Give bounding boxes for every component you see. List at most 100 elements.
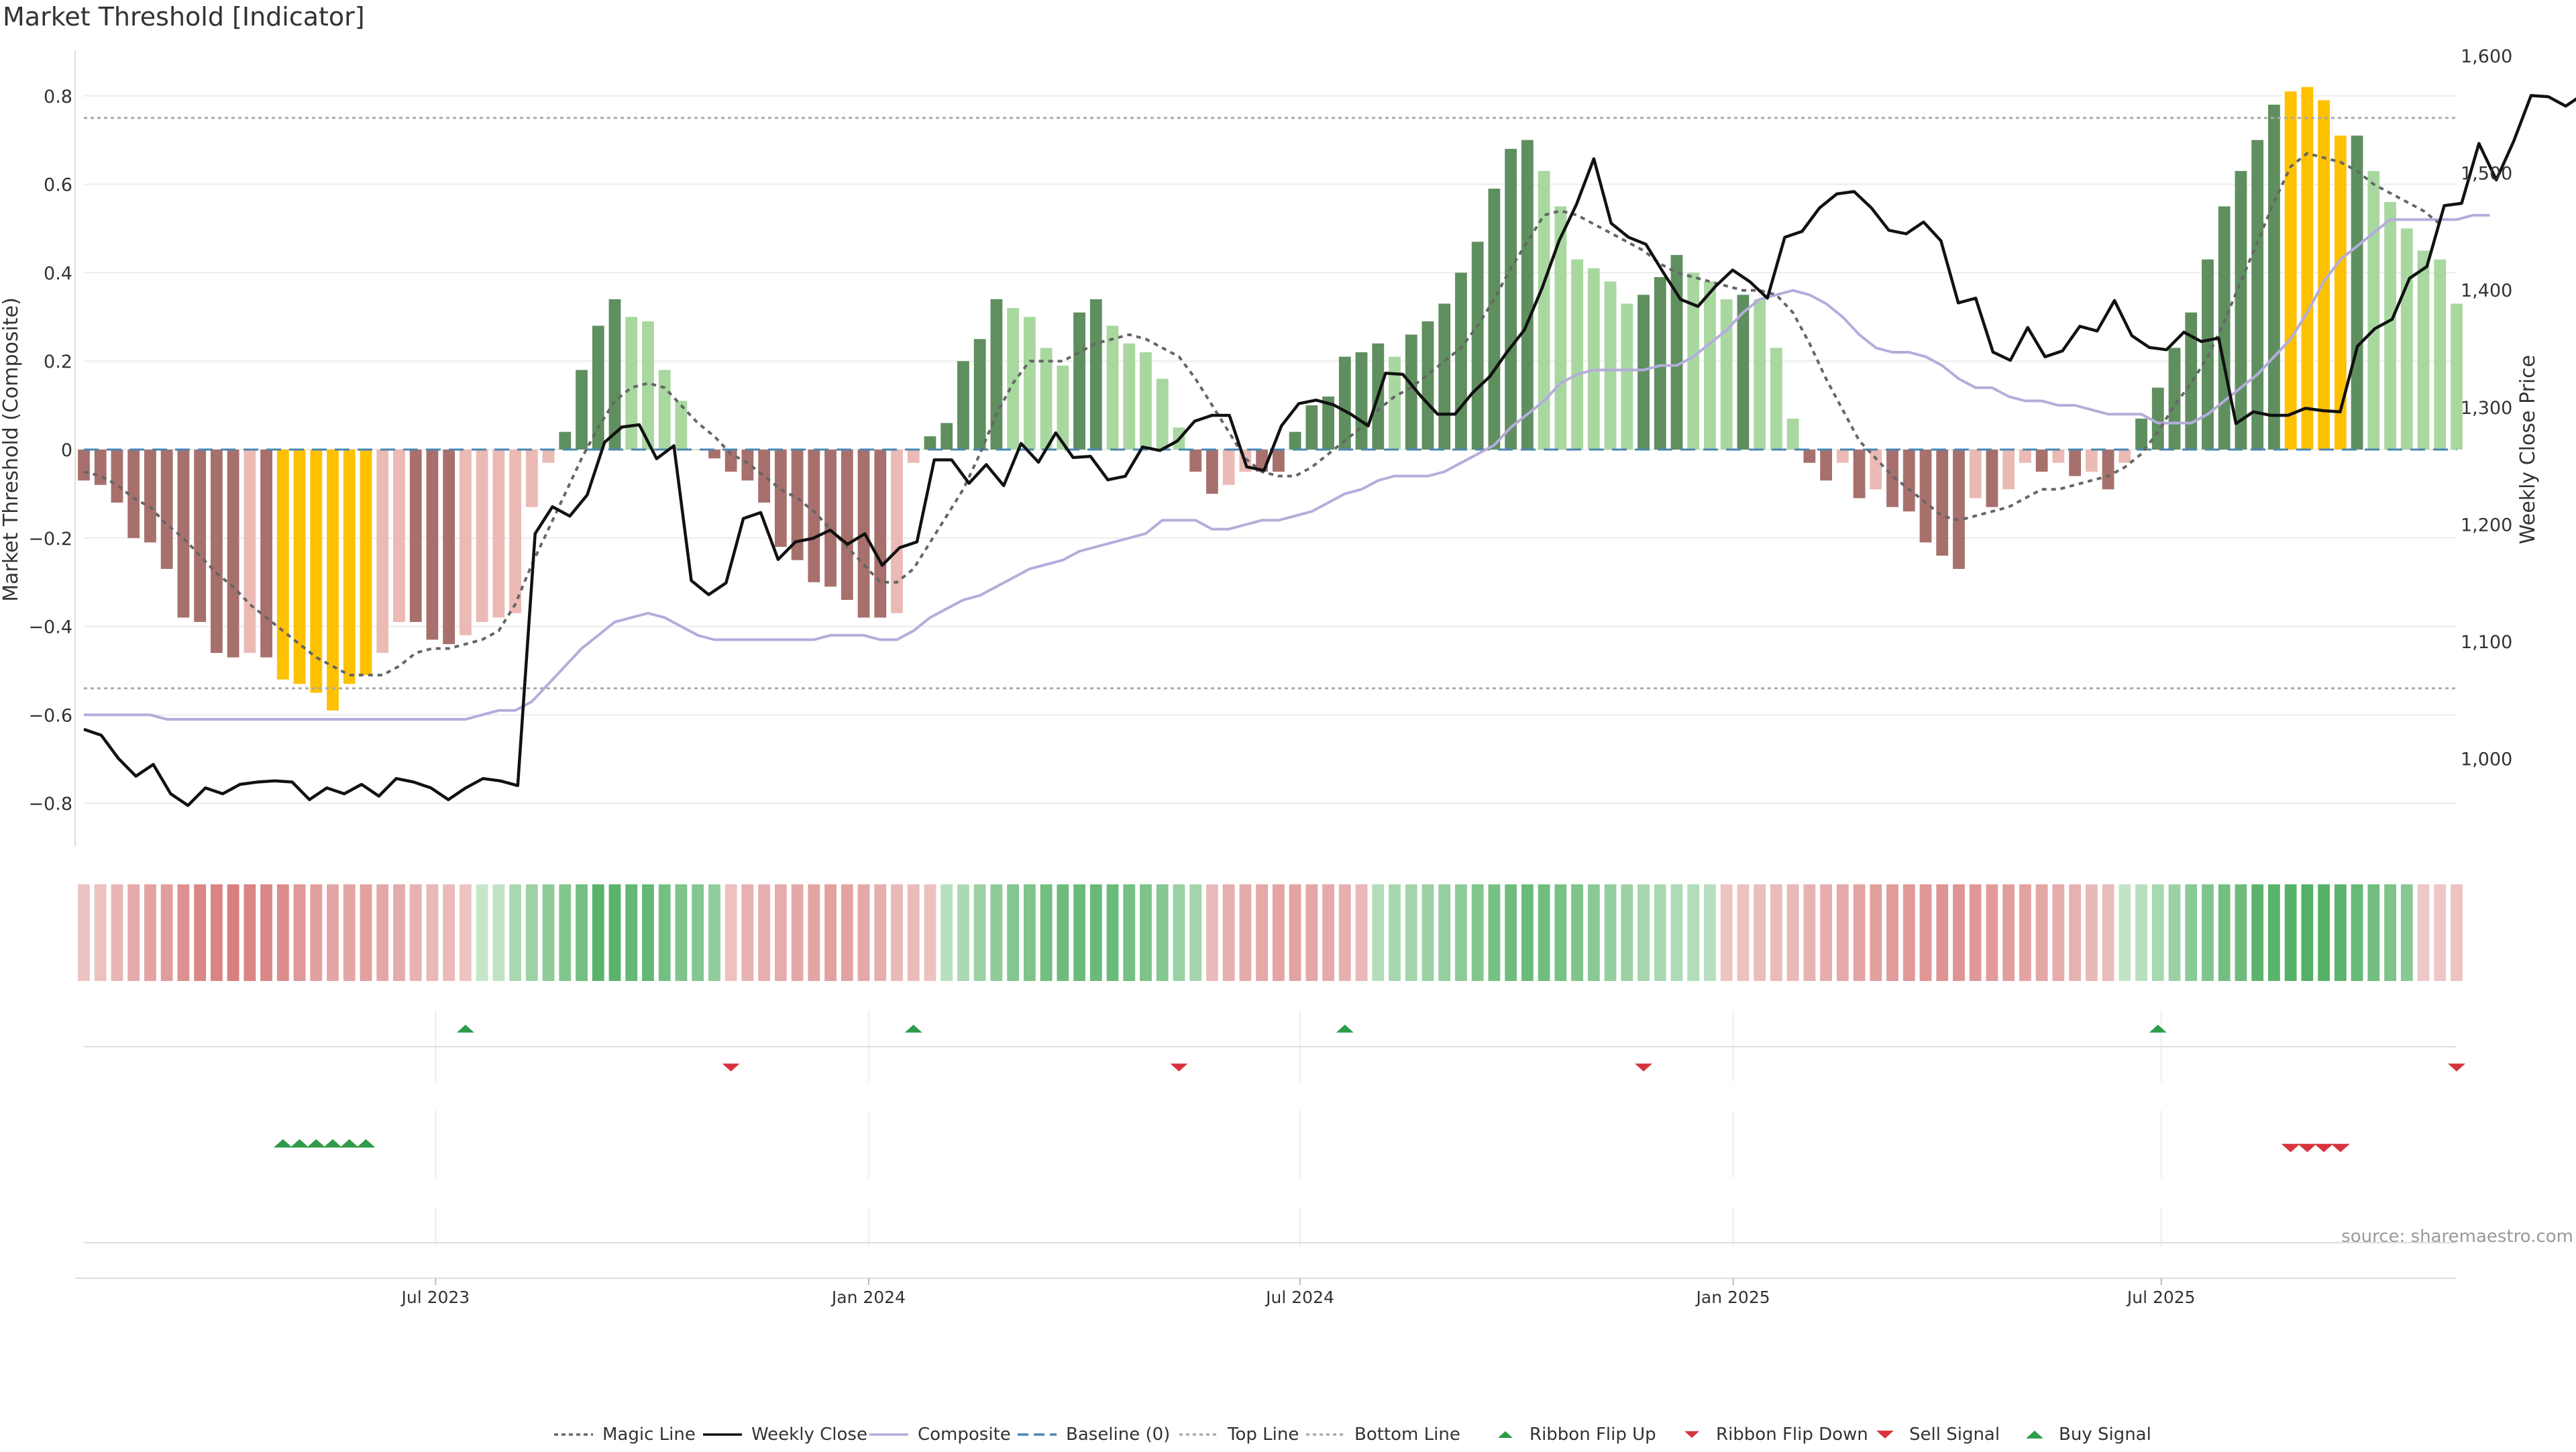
ribbon-cell <box>1953 884 1965 981</box>
ribbon-cell <box>1554 884 1567 981</box>
ribbon-cell <box>1936 884 1949 981</box>
buy-signal-marker <box>339 1139 359 1148</box>
x-tick-label: Jan 2025 <box>1695 1288 1770 1307</box>
composite-bar <box>1919 450 1932 543</box>
legend-swatch <box>1684 1431 1699 1438</box>
legend-swatch <box>1498 1431 1513 1438</box>
ribbon-flip-up-marker <box>2149 1025 2167 1033</box>
ribbon-cell <box>2334 884 2347 981</box>
ribbon-cell <box>2384 884 2396 981</box>
composite-bar <box>2284 91 2297 450</box>
ribbon-cell <box>144 884 156 981</box>
ribbon-cell <box>990 884 1003 981</box>
y-tick-left: 0 <box>61 440 72 461</box>
legend-label: Ribbon Flip Down <box>1716 1424 1868 1445</box>
ribbon-cell <box>2135 884 2147 981</box>
sell-signal-marker <box>2298 1143 2317 1153</box>
ribbon-cell <box>642 884 654 981</box>
composite-bar <box>393 450 405 623</box>
composite-bar <box>2400 228 2413 450</box>
x-tick-label: Jul 2024 <box>1265 1288 1334 1307</box>
ribbon-cell <box>791 884 804 981</box>
ribbon-cell <box>293 884 306 981</box>
composite-bar <box>1089 299 1102 450</box>
ribbon-cell <box>1638 884 1650 981</box>
ribbon-cell <box>1338 884 1351 981</box>
composite-bar <box>642 321 654 450</box>
y-tick-right: 1,600 <box>2461 46 2512 67</box>
composite-bar <box>1720 299 1733 450</box>
composite-bar <box>1969 450 1982 499</box>
ribbon-cell <box>758 884 771 981</box>
composite-bar <box>1587 268 1600 450</box>
y-tick-left: 0.8 <box>44 87 72 107</box>
composite-bar <box>1754 299 1766 450</box>
composite-bar <box>1289 431 1301 450</box>
composite-bar <box>1057 365 1069 450</box>
ribbon-cell <box>907 884 920 981</box>
sell-signal-marker <box>2314 1143 2334 1153</box>
composite-bar <box>2185 312 2198 450</box>
x-tick-label: Jul 2025 <box>2126 1288 2196 1307</box>
composite-bar <box>1007 308 1020 450</box>
composite-bar <box>1322 396 1334 450</box>
ribbon-cell <box>78 884 90 981</box>
ribbon-cell <box>2367 884 2380 981</box>
ribbon-cell <box>2019 884 2031 981</box>
ribbon-cell <box>1239 884 1252 981</box>
composite-bar <box>2351 136 2363 450</box>
ribbon-cell <box>2351 884 2363 981</box>
composite-bar <box>2384 201 2396 450</box>
composite-bar <box>443 450 455 644</box>
ribbon-cell <box>276 884 289 981</box>
y-axis-left-label: Market Threshold (Composite) <box>0 297 23 602</box>
composite-bar <box>592 325 604 450</box>
composite-bar <box>1355 352 1368 450</box>
ribbon-cell <box>127 884 140 981</box>
composite-bar <box>808 450 820 582</box>
ribbon-cell <box>1455 884 1467 981</box>
ribbon-cell <box>1720 884 1733 981</box>
composite-bar <box>276 450 289 680</box>
composite-bar <box>525 450 538 507</box>
ribbon-cell <box>1256 884 1269 981</box>
composite-bar <box>1936 450 1949 556</box>
ribbon-cell <box>2069 884 2082 981</box>
ribbon-flip-up-marker <box>456 1025 474 1033</box>
weekly-close-line <box>83 94 2576 807</box>
ribbon-cell <box>1106 884 1119 981</box>
composite-bar <box>2334 136 2347 450</box>
composite-bar <box>576 370 588 450</box>
composite-bar <box>1338 356 1351 450</box>
composite-bar <box>1521 140 1534 450</box>
composite-bar <box>973 339 986 450</box>
composite-bar <box>327 450 339 711</box>
y-axis-right-label: Weekly Close Price <box>2516 355 2540 544</box>
composite-bar <box>2251 140 2264 450</box>
composite-bar <box>293 450 306 684</box>
legend-label: Baseline (0) <box>1066 1424 1170 1445</box>
composite-bar <box>1073 312 1085 450</box>
ribbon-cell <box>2185 884 2198 981</box>
ribbon-cell <box>1372 884 1385 981</box>
y-tick-left: 0.4 <box>44 263 72 284</box>
ribbon-cell <box>2168 884 2181 981</box>
composite-bar <box>476 450 488 623</box>
composite-bar <box>774 450 787 547</box>
ribbon-flip-down-marker <box>1170 1064 1188 1072</box>
ribbon-cell <box>708 884 720 981</box>
ribbon-cell <box>310 884 323 981</box>
ribbon-cell <box>2301 884 2314 981</box>
composite-line <box>84 213 2490 721</box>
composite-bar <box>907 450 920 463</box>
ribbon-cell <box>2202 884 2214 981</box>
composite-bar <box>941 423 953 450</box>
y-tick-left: −0.6 <box>28 705 72 726</box>
composite-bar <box>1554 206 1567 450</box>
ribbon-cell <box>2151 884 2164 981</box>
buy-signal-marker <box>290 1139 309 1148</box>
composite-bar <box>708 450 720 459</box>
ribbon-cell <box>1654 884 1666 981</box>
